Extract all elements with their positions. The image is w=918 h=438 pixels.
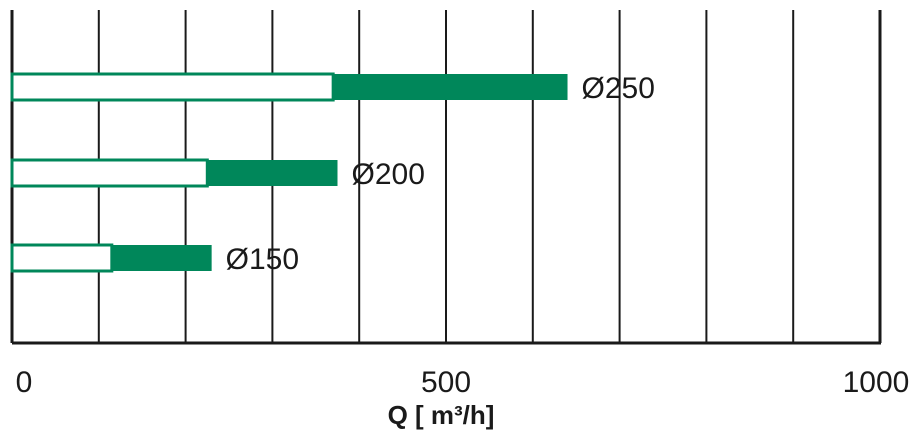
x-tick-label-1000: 1000 [843,366,910,399]
bar-filled-1 [207,160,338,186]
bar-outline-2 [10,243,114,273]
x-tick-label-0: 0 [16,366,33,399]
bar-label-2: Ø150 [226,243,299,276]
x-axis-title: Q [ m³/h] [388,400,495,430]
bar-filled-0 [333,74,568,100]
bar-label-0: Ø250 [582,72,655,105]
bar-labels: Ø250 Ø200 Ø150 [226,72,655,276]
bar-label-1: Ø200 [352,158,425,191]
x-tick-label-500: 500 [421,366,471,399]
x-tick-labels: 0 500 1000 [16,366,910,399]
bar-outline-1 [10,158,209,188]
bar-outline-0 [10,72,335,102]
bar-filled-2 [111,245,212,271]
grid-lines [10,10,882,345]
bars [10,72,568,273]
